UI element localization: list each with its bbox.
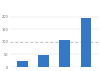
Bar <box>17 61 28 67</box>
Bar <box>59 40 70 67</box>
Bar <box>38 55 49 67</box>
Bar <box>81 18 91 67</box>
